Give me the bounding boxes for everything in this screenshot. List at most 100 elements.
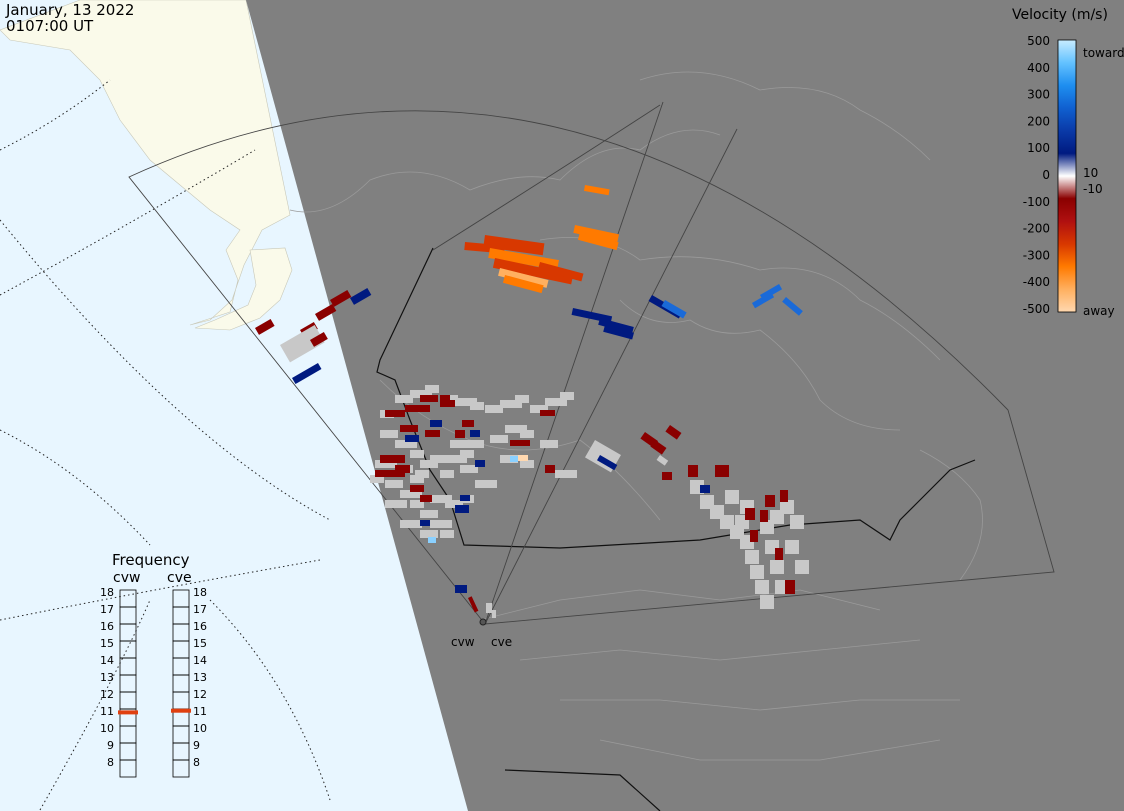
frequency-scale-label: 15: [193, 637, 207, 650]
frequency-scale-label: 13: [193, 671, 207, 684]
velocity-cell: [415, 470, 429, 478]
frequency-scale-label: 14: [100, 654, 114, 667]
velocity-cell: [665, 425, 682, 440]
velocity-cell: [420, 495, 432, 502]
velocity-cell: [765, 495, 775, 507]
velocity-cell: [775, 548, 783, 560]
velocity-cell: [520, 430, 534, 438]
date-label: January, 13 2022: [5, 1, 134, 19]
velocity-cell: [492, 610, 496, 618]
velocity-cell: [460, 450, 474, 458]
velocity-legend: Velocity (m/s) 500 400 300 200 100 0 -100 -200 -…: [1012, 7, 1124, 318]
velocity-cell: [462, 420, 474, 427]
frequency-scale-label: 8: [193, 756, 200, 769]
velocity-cell: [315, 304, 337, 321]
velocity-cell: [455, 505, 469, 513]
velocity-cell: [470, 440, 484, 448]
velocity-cell: [330, 290, 352, 307]
frequency-boxes: 18 17 16 15 14 13 12 11 10 9 8 18 17 16 15 14 13 12 11 10 9 8: [100, 586, 207, 778]
frequency-box: [119, 759, 137, 778]
legend-tick-label: -200: [1023, 222, 1050, 236]
velocity-cell: [662, 472, 672, 480]
velocity-cell: [428, 537, 436, 543]
velocity-cell: [410, 485, 424, 492]
velocity-cell: [555, 470, 577, 478]
velocity-cell: [688, 465, 698, 477]
velocity-cell: [440, 400, 455, 407]
velocity-cell: [400, 425, 418, 432]
velocity-cell: [656, 455, 669, 466]
velocity-cell: [410, 500, 424, 508]
velocity-cell: [598, 318, 634, 334]
velocity-cell: [280, 325, 325, 363]
velocity-cell: [420, 520, 430, 526]
frequency-scale-label: 18: [100, 586, 114, 599]
legend-tick-label: 0: [1042, 168, 1050, 182]
legend-colorbar: [1057, 39, 1077, 313]
legend-toward-label: toward: [1083, 46, 1124, 60]
velocity-cell: [515, 395, 529, 403]
time-label: 0107:00 UT: [6, 17, 94, 35]
velocity-cell: [430, 455, 448, 463]
legend-tick-label: 300: [1027, 88, 1050, 102]
velocity-cell: [440, 470, 454, 478]
velocity-cell: [385, 410, 405, 417]
velocity-cell: [400, 490, 422, 498]
velocity-cell: [385, 480, 403, 488]
frequency-scale-label: 11: [100, 705, 114, 718]
velocity-cell: [440, 530, 454, 538]
velocity-cells: [255, 185, 809, 618]
velocity-cell: [460, 465, 478, 473]
velocity-cell: [470, 402, 484, 410]
frequency-scale-label: 17: [100, 603, 114, 616]
legend-tick-label: -500: [1023, 302, 1050, 316]
velocity-cell: [395, 465, 410, 473]
velocity-cell: [440, 395, 450, 402]
legend-tick-label: 500: [1027, 34, 1050, 48]
velocity-cell: [530, 405, 548, 413]
velocity-cell: [420, 460, 438, 468]
velocity-cell: [603, 324, 634, 340]
velocity-cell: [486, 603, 492, 613]
frequency-box: [172, 759, 190, 778]
velocity-cell: [483, 234, 545, 256]
velocity-cell: [750, 565, 764, 579]
frequency-radar-cvw: cvw: [113, 570, 140, 586]
legend-ticks: 500 400 300 200 100 0 -100 -200 -300 -400 -500: [1023, 34, 1050, 316]
velocity-cell: [500, 400, 522, 408]
frequency-scale-label: 18: [193, 586, 207, 599]
velocity-cell: [292, 363, 322, 385]
velocity-cell: [745, 550, 759, 564]
frequency-scale-label: 14: [193, 654, 207, 667]
velocity-cell: [597, 455, 618, 471]
velocity-cell: [470, 430, 480, 437]
velocity-cell: [450, 440, 472, 448]
velocity-cell: [375, 460, 397, 468]
velocity-cell: [460, 495, 470, 501]
legend-tick-label: 200: [1027, 114, 1050, 128]
velocity-cell: [425, 430, 440, 437]
velocity-cell: [498, 268, 549, 288]
frequency-scale-label: 15: [100, 637, 114, 650]
velocity-cell: [380, 430, 398, 438]
frequency-scale-label: 8: [107, 756, 114, 769]
velocity-cell: [430, 520, 452, 528]
field-of-view: [128, 101, 1055, 625]
daylight-land-peninsula: [194, 247, 293, 331]
frequency-scale-label: 16: [100, 620, 114, 633]
graticule: [0, 79, 331, 811]
frequency-panel: Frequency cvw cve 1817161514131211109818…: [100, 551, 207, 778]
velocity-cell: [410, 475, 424, 483]
frequency-scale-label: 17: [193, 603, 207, 616]
velocity-cell: [375, 470, 405, 477]
velocity-cell: [700, 485, 710, 493]
velocity-cell: [350, 288, 372, 305]
velocity-cell: [510, 440, 530, 446]
frequency-scale-label: 10: [193, 722, 207, 735]
velocity-cell: [760, 510, 768, 522]
velocity-cell: [755, 580, 769, 594]
velocity-cell: [455, 585, 467, 593]
velocity-cell: [502, 275, 544, 294]
borders: [376, 247, 976, 811]
velocity-cell: [468, 596, 479, 613]
